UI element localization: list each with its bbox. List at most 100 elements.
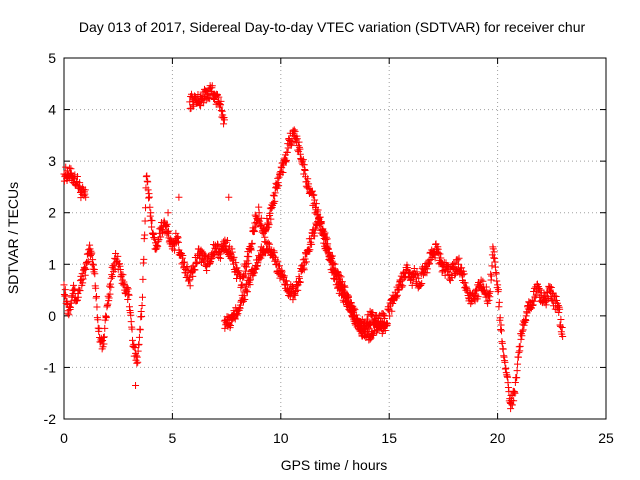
data-point (283, 149, 291, 157)
data-point (145, 193, 153, 201)
data-point (93, 303, 101, 311)
data-point (73, 296, 81, 304)
data-point (93, 293, 101, 301)
data-point (208, 82, 216, 90)
data-point (78, 270, 86, 278)
data-point (124, 296, 132, 304)
data-point (230, 253, 238, 261)
data-point (308, 187, 316, 195)
data-point (549, 289, 557, 297)
data-point (529, 301, 537, 309)
data-point (222, 238, 230, 246)
data-point (215, 93, 223, 101)
data-point (293, 135, 301, 143)
data-point (147, 209, 155, 217)
data-point (477, 276, 485, 284)
data-points (60, 82, 567, 413)
x-tick-label: 5 (169, 430, 177, 446)
data-point (81, 186, 89, 194)
data-point (559, 332, 567, 340)
data-point (100, 333, 108, 341)
data-point (138, 302, 146, 310)
data-point (163, 220, 171, 228)
data-point (547, 284, 555, 291)
data-point (245, 253, 253, 261)
data-point (217, 107, 225, 115)
data-point (250, 227, 258, 235)
y-tick-label: 1 (48, 256, 56, 272)
data-point (281, 157, 289, 165)
data-point (138, 293, 146, 301)
data-point (508, 401, 516, 409)
data-point (519, 326, 527, 334)
data-point (105, 294, 113, 302)
data-point (501, 358, 509, 366)
data-point (197, 102, 205, 110)
x-tick-label: 0 (60, 430, 68, 446)
data-point (262, 224, 270, 232)
data-point (81, 264, 89, 272)
data-point (530, 297, 538, 305)
data-point (144, 186, 152, 194)
data-point (310, 191, 318, 199)
data-point (321, 229, 329, 237)
data-point (104, 300, 112, 308)
data-point (135, 340, 143, 348)
data-point (415, 274, 423, 282)
data-point (488, 262, 496, 270)
data-point (381, 312, 389, 320)
data-point (217, 97, 225, 105)
data-point (101, 324, 109, 332)
data-point (426, 260, 434, 268)
data-point (66, 164, 74, 172)
x-tick-label: 10 (273, 430, 289, 446)
data-point (288, 137, 296, 145)
data-point (251, 211, 259, 219)
data-point (324, 245, 332, 253)
data-point (62, 292, 70, 300)
data-point (92, 284, 100, 292)
data-point (296, 278, 304, 286)
data-point (282, 277, 290, 285)
data-point (455, 254, 463, 262)
data-point (451, 271, 459, 279)
data-point (146, 203, 154, 211)
data-point (116, 265, 124, 273)
data-point (489, 245, 497, 253)
data-point (331, 260, 339, 268)
data-point (496, 314, 504, 322)
data-point (247, 246, 255, 254)
data-point (350, 304, 358, 312)
data-point (485, 296, 493, 304)
data-point (136, 326, 144, 334)
data-point (558, 323, 566, 331)
data-point (299, 156, 307, 164)
data-point (134, 347, 142, 355)
data-point (300, 266, 308, 274)
data-point (523, 309, 531, 317)
data-point (83, 259, 91, 267)
data-point (514, 360, 522, 368)
data-point (413, 271, 421, 279)
data-point (343, 291, 351, 299)
data-point (119, 271, 127, 279)
data-point (494, 286, 502, 294)
data-point (73, 173, 81, 181)
x-tick-label: 25 (598, 430, 614, 446)
data-point (280, 272, 288, 280)
data-point (418, 279, 426, 287)
data-point (398, 283, 406, 291)
data-point (106, 290, 114, 298)
data-point (233, 264, 241, 272)
data-point (243, 263, 251, 271)
data-point (282, 156, 290, 164)
data-point (294, 142, 302, 150)
data-point (291, 127, 299, 135)
y-tick-label: 2 (48, 205, 56, 221)
data-point (120, 280, 128, 288)
data-point (223, 236, 231, 244)
data-point (189, 272, 197, 280)
data-point (186, 276, 194, 284)
data-point (289, 296, 297, 304)
data-point (127, 311, 135, 319)
